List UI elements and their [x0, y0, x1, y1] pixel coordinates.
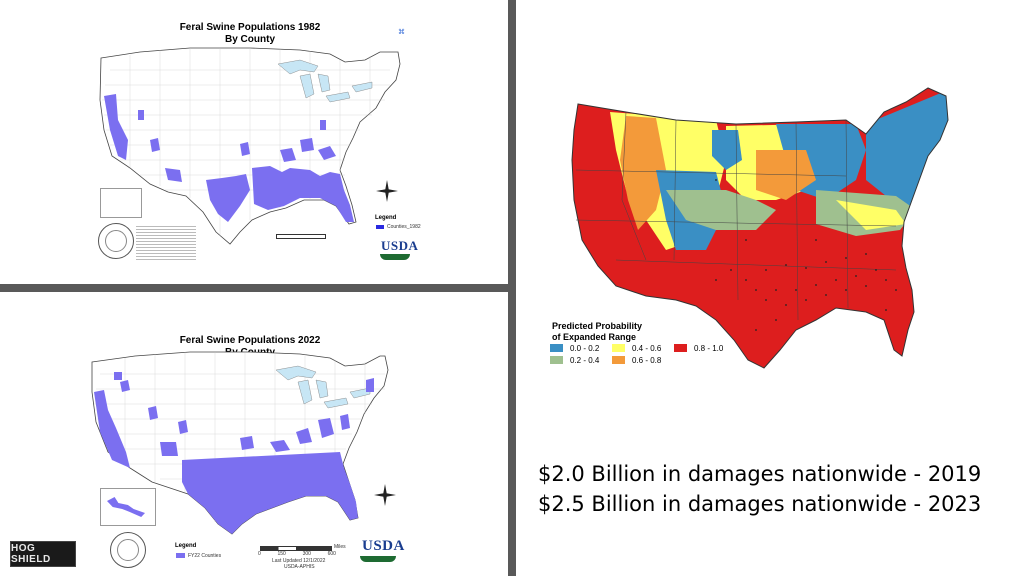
probability-label: 0.2 - 0.4: [570, 356, 600, 365]
map-1982-scale-bar: [276, 234, 326, 239]
probability-zone-blue-mountain: [712, 130, 742, 170]
map-1982-great-lakes: [277, 59, 373, 103]
map-2022-great-lakes: [275, 365, 371, 409]
vertical-divider: [508, 0, 516, 576]
probability-zone-orange-plains: [756, 150, 816, 200]
probability-legend-item: 0.4 - 0.6: [612, 344, 661, 353]
map-2022-seal-inner: [117, 539, 139, 561]
probability-label: 0.0 - 0.2: [570, 344, 600, 353]
probability-legend-title: Predicted Probability of Expanded Range: [552, 321, 642, 343]
map-2022-seal: [110, 532, 146, 568]
probability-legend: 0.0 - 0.2 0.2 - 0.4 0.4 - 0.6 0.6 - 0.8 …: [550, 344, 740, 368]
probability-label: 0.8 - 1.0: [694, 344, 724, 353]
probability-label: 0.6 - 0.8: [632, 356, 662, 365]
map-1982-title: Feral Swine Populations 1982 By County: [150, 22, 350, 46]
map-1982-panel: Feral Swine Populations 1982 By County ⌘: [0, 0, 508, 284]
probability-map-outline: [571, 87, 949, 369]
probability-dots: [715, 179, 897, 331]
probability-map: [571, 87, 949, 369]
probability-swatch: [612, 356, 625, 364]
map-1982-title-line1: Feral Swine Populations 1982: [179, 22, 321, 33]
map-2022-hawaii: [107, 497, 145, 517]
map-1982-usda-logo: USDA: [381, 238, 419, 253]
horizontal-divider: [0, 284, 508, 292]
probability-zone-orange-west: [620, 116, 666, 230]
map-2022-scale-unit: Miles: [334, 544, 346, 550]
probability-zone-green-center: [666, 190, 776, 230]
probability-map-panel: Predicted Probability of Expanded Range …: [516, 0, 1024, 576]
probability-legend-item: 0.8 - 1.0: [674, 344, 723, 353]
map-1982-us-map: [99, 47, 401, 245]
map-2022-inset: [100, 488, 156, 526]
map-2022-source: USDA-APHIS: [284, 564, 315, 570]
probability-swatch: [550, 356, 563, 364]
map-2022-panel: Feral Swine Populations 2022 By County: [0, 292, 508, 576]
map-2022-scale-tick: 150: [277, 551, 286, 557]
probability-legend-item: 0.2 - 0.4: [550, 356, 599, 365]
probability-legend-title-line1: Predicted Probability: [552, 321, 643, 331]
map-2022-legend-title: Legend: [175, 543, 197, 549]
map-2022-last-updated: Last Updated 12/1/2022: [272, 558, 326, 564]
probability-swatch: [612, 344, 625, 352]
hog-shield-logo: HOG SHIELD: [10, 541, 76, 567]
map-2022-legend-swatch: [176, 553, 185, 558]
map-2022-usda-bar: [360, 556, 396, 562]
map-1982-seal: [98, 223, 134, 259]
map-1982-text-block: [136, 224, 196, 260]
map-2022-compass-icon: [370, 482, 400, 508]
map-2022-us-map: [91, 351, 389, 535]
map-2022-scale-bar: [260, 546, 332, 551]
map-1982-legend-swatch: [376, 225, 384, 229]
map-1982-corner-icon: ⌘: [398, 29, 405, 36]
damages-2023: $2.5 Billion in damages nationwide - 202…: [538, 492, 982, 516]
map-1982-seal-inner: [105, 230, 127, 252]
probability-zone-yellow-east: [836, 200, 906, 230]
probability-swatch: [674, 344, 687, 352]
damages-2019: $2.0 Billion in damages nationwide - 201…: [538, 462, 982, 486]
map-1982-title-line2: By County: [225, 34, 275, 45]
map-1982-inset: [100, 188, 142, 218]
probability-swatch: [550, 344, 563, 352]
map-2022-scale-tick: 300: [302, 551, 311, 557]
map-2022-legend-item: FY22 Counties: [188, 553, 222, 559]
map-1982-legend-title: Legend: [375, 215, 397, 221]
map-2022-scale-tick: 600: [327, 551, 336, 557]
map-2022-scale-ticks: 0 150 300 600: [258, 551, 336, 557]
probability-legend-item: 0.6 - 0.8: [612, 356, 661, 365]
map-2022-usda-logo: USDA: [362, 538, 405, 554]
probability-label: 0.4 - 0.6: [632, 344, 662, 353]
map-1982-usda-bar: [380, 254, 410, 260]
probability-legend-title-line2: of Expanded Range: [552, 332, 637, 342]
probability-legend-item: 0.0 - 0.2: [550, 344, 599, 353]
map-1982-compass-icon: [372, 178, 402, 204]
map-1982-legend-item: Counties_1982: [387, 224, 421, 230]
map-2022-scale-tick: 0: [258, 551, 261, 557]
map-2022-title-line1: Feral Swine Populations 2022: [179, 335, 321, 346]
